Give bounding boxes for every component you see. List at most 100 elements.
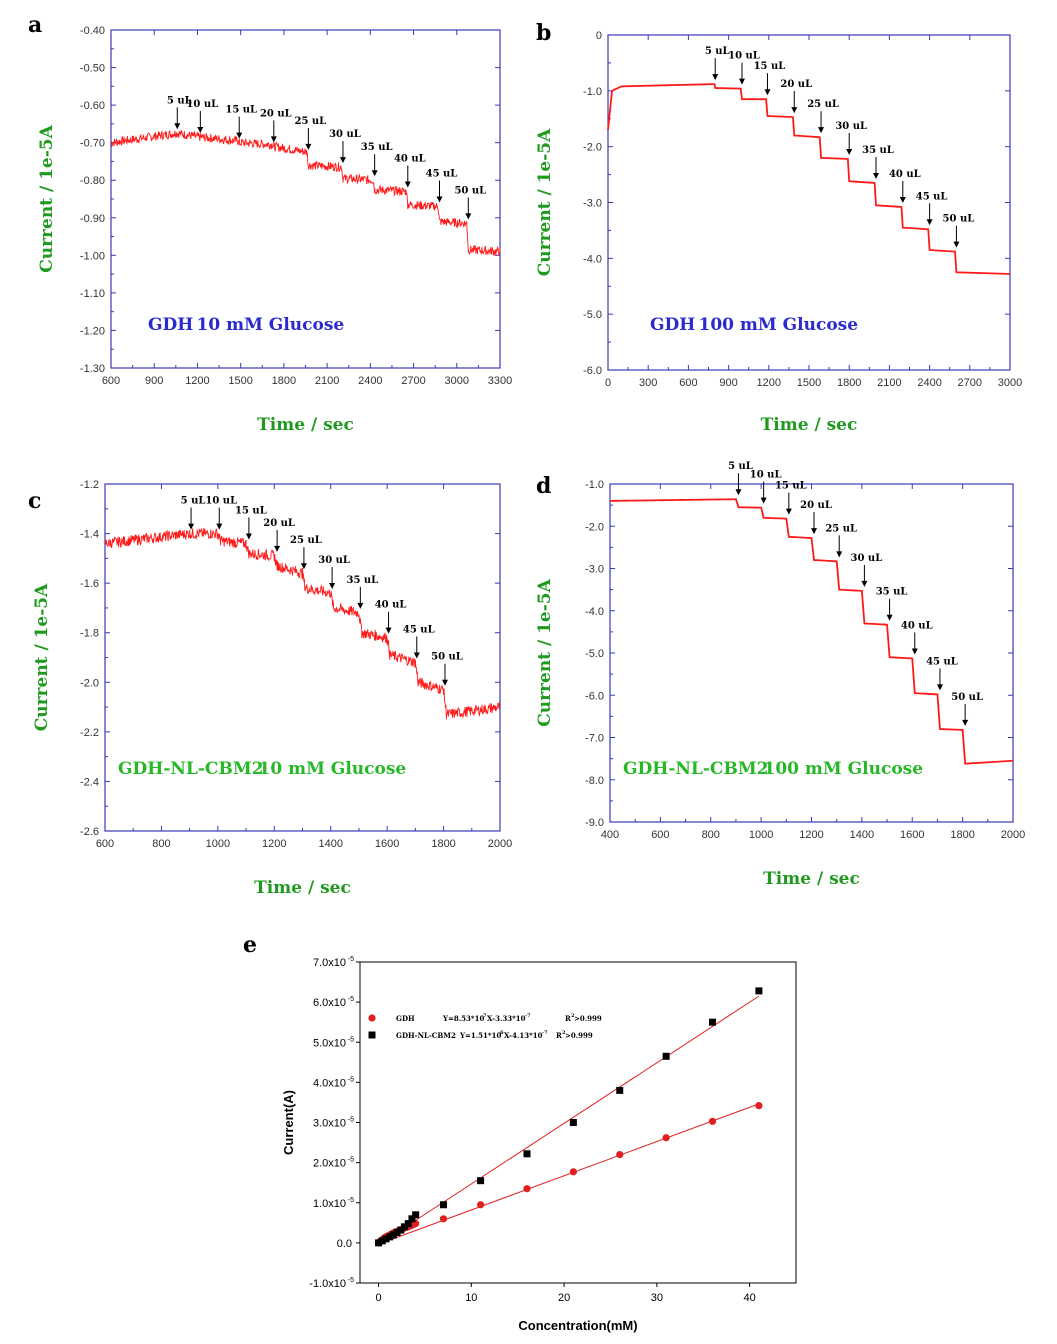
y-tick-label: -7.0 (585, 733, 604, 745)
x-tick-label: 2400 (358, 375, 382, 387)
legend-exp: -7 (542, 1030, 548, 1036)
injection-label: 20 uL (780, 79, 812, 90)
arrow-head-icon (174, 123, 181, 130)
y-tick-label: -1.0 (585, 479, 604, 491)
arrow-head-icon (886, 614, 893, 621)
legend-equation: Y=1.51*10 (459, 1031, 501, 1040)
x-tick-label: 1600 (900, 829, 924, 841)
y-tick-label: 7.0x10 (313, 957, 346, 969)
data-point-gdh-nl-cbm2 (386, 1233, 394, 1241)
y-tick-label: -9.0 (585, 817, 604, 829)
panel-subtitle: 100 mM Glucose (764, 759, 924, 779)
x-tick-label: 2000 (488, 838, 512, 850)
injection-label: 40 uL (901, 620, 933, 631)
legend-name: GDH-NL-CBM2 (396, 1031, 456, 1040)
y-tick-label: -0.90 (80, 213, 105, 225)
panel-title: GDH-NL-CBM2 (623, 759, 768, 779)
legend-r2-sup: 2 (571, 1013, 575, 1019)
legend-exp: -7 (525, 1013, 531, 1019)
data-point-gdh-nl-cbm2 (401, 1223, 409, 1231)
x-tick-label: 900 (719, 377, 737, 389)
panel-label: b (536, 20, 551, 46)
y-tick-label: -0.80 (80, 175, 105, 187)
injection-label: 50 uL (431, 652, 463, 663)
data-point-gdh-nl-cbm2 (412, 1211, 420, 1219)
y-tick-label: -1.00 (80, 250, 105, 262)
arrow-head-icon (404, 181, 411, 188)
injection-label: 30 uL (318, 555, 350, 566)
legend-marker (368, 1014, 376, 1022)
injection-label: 35 uL (346, 575, 378, 586)
data-point-gdh-nl-cbm2 (662, 1052, 670, 1060)
y-tick-label: -0.50 (80, 63, 105, 75)
x-tick-label: 1800 (837, 377, 861, 389)
plot-frame (359, 961, 797, 1284)
panel-label: d (536, 473, 551, 499)
x-tick-label: 3300 (488, 375, 512, 387)
arrow-head-icon (329, 583, 336, 590)
injection-label: 45 uL (926, 656, 958, 667)
arrow-head-icon (785, 508, 792, 515)
x-axis-label: Time / sec (761, 415, 858, 435)
y-tick-exponent: -5 (348, 956, 354, 963)
panel-title: GDH (650, 315, 695, 335)
injection-label: 25 uL (807, 99, 839, 110)
y-tick-label: 0 (596, 30, 602, 42)
panel-subtitle: 10 mM Glucose (259, 759, 407, 779)
data-point-gdh (476, 1201, 485, 1209)
y-tick-label: -8.0 (585, 775, 604, 787)
y-tick-exponent: -5 (348, 1197, 354, 1204)
y-tick-label: -1.10 (80, 288, 105, 300)
injection-label: 40 uL (394, 153, 426, 164)
arrow-head-icon (465, 213, 472, 220)
y-axis-label: Current(A) (281, 1090, 296, 1155)
x-tick-label: 1400 (850, 829, 874, 841)
legend-marker (368, 1031, 376, 1039)
y-axis-label: Current / 1e-5A (535, 578, 555, 726)
arrow-head-icon (188, 523, 195, 530)
y-axis-label: Current / 1e-5A (535, 128, 555, 276)
legend-equation: Y=8.53*10 (442, 1014, 484, 1023)
panel-d: d 400 600 800 1000 1200 1400 1600 1800 2000 -1.0 -2… (535, 461, 1025, 889)
data-point-gdh-nl-cbm2 (375, 1239, 383, 1247)
arrow-head-icon (953, 241, 960, 248)
x-tick-label: 20 (558, 1292, 570, 1304)
injection-label: 30 uL (851, 553, 883, 564)
x-tick-label: 1400 (318, 838, 342, 850)
injection-label: 50 uL (943, 214, 975, 225)
y-tick-label: -1.30 (80, 363, 105, 375)
arrow-head-icon (413, 652, 420, 659)
injection-label: 20 uL (800, 500, 832, 511)
arrow-head-icon (739, 78, 745, 85)
injection-label: 15 uL (235, 505, 267, 516)
injection-label: 45 uL (403, 624, 435, 635)
injection-label: 45 uL (426, 169, 458, 180)
y-tick-label: 3.0x10 (313, 1118, 346, 1130)
data-point-gdh (439, 1215, 448, 1223)
injection-label: 20 uL (263, 518, 295, 529)
y-tick-label: -6.0 (583, 365, 602, 377)
data-point-gdh (523, 1185, 531, 1193)
y-tick-exponent: -5 (348, 1036, 354, 1043)
y-tick-exponent: -5 (348, 1157, 354, 1164)
y-tick-label: -3.0 (583, 198, 602, 210)
arrow-head-icon (305, 143, 312, 150)
data-point-gdh (569, 1168, 577, 1176)
injection-label: 35 uL (862, 145, 894, 156)
injection-label: 5 uL (167, 95, 192, 106)
legend-name: GDH (396, 1014, 415, 1023)
y-tick-label: -2.0 (585, 521, 604, 533)
data-point-gdh-nl-cbm2 (393, 1228, 401, 1236)
arrow-head-icon (712, 74, 719, 81)
y-tick-label: -5.0 (583, 309, 602, 321)
y-tick-label: -1.6 (80, 578, 99, 590)
injection-label: 50 uL (454, 185, 486, 196)
arrow-head-icon (818, 127, 825, 134)
data-point-gdh-nl-cbm2 (477, 1177, 485, 1185)
y-tick-exponent: -5 (348, 1277, 354, 1284)
injection-label: 25 uL (290, 535, 322, 546)
arrow-head-icon (936, 684, 943, 691)
x-tick-label: 1200 (262, 838, 286, 850)
panel-subtitle: 10 mM Glucose (197, 315, 345, 335)
y-tick-label: -6.0 (585, 690, 604, 702)
